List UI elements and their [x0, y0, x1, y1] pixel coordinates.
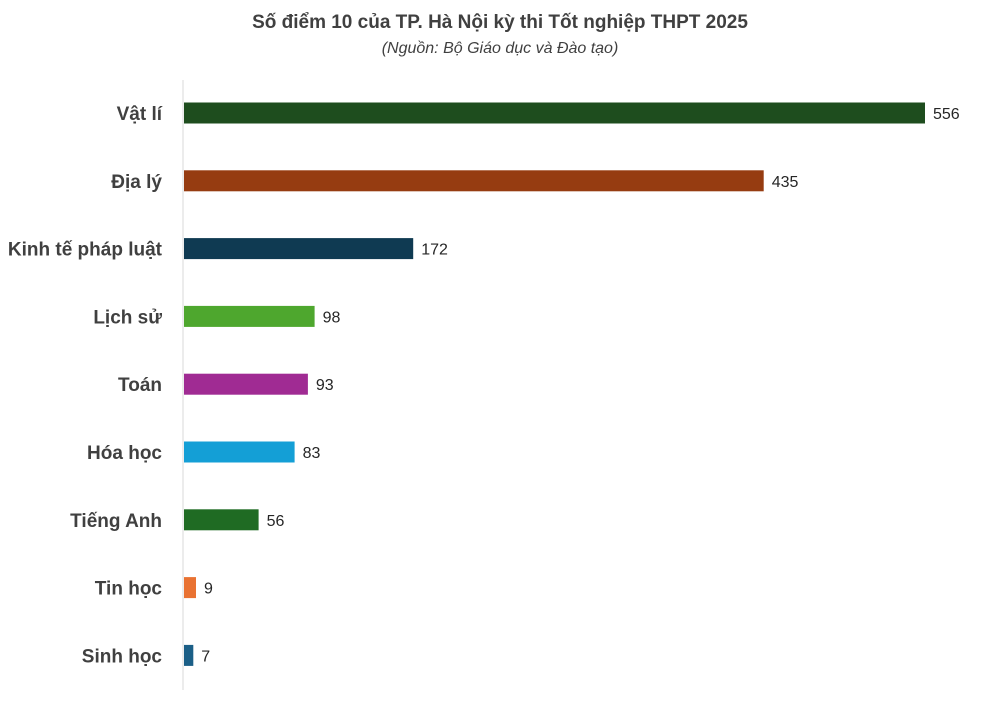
value-label-5: 83	[303, 445, 321, 462]
bars-group	[184, 102, 925, 666]
value-label-8: 7	[201, 648, 210, 665]
value-label-4: 93	[316, 377, 334, 394]
value-labels-group: 556 435 172 98 93 83 56 9 7	[201, 106, 959, 665]
category-label-4: Toán	[118, 375, 162, 396]
bar-5	[184, 441, 295, 463]
bar-1	[184, 170, 764, 192]
category-label-7: Tin học	[95, 579, 163, 600]
category-label-3: Lịch sử	[93, 307, 162, 328]
bar-0	[184, 102, 925, 124]
bar-6	[184, 509, 259, 531]
bar-4	[184, 373, 308, 395]
category-label-5: Hóa học	[87, 443, 162, 464]
value-label-1: 435	[772, 174, 799, 191]
bar-2	[184, 238, 414, 260]
value-label-2: 172	[421, 242, 448, 259]
bar-8	[184, 644, 194, 666]
bar-3	[184, 305, 315, 327]
category-label-2: Kinh tế pháp luật	[8, 240, 163, 261]
category-labels-group: Vật lí Địa lý Kinh tế pháp luật Lịch sử Toán…	[8, 104, 163, 667]
chart-subtitle: (Nguồn: Bộ Giáo dục và Đào tạo)	[381, 40, 619, 57]
value-label-7: 9	[204, 581, 213, 598]
category-label-8: Sinh học	[82, 646, 163, 667]
category-label-6: Tiếng Anh	[70, 511, 162, 532]
category-label-1: Địa lý	[111, 172, 162, 193]
bar-7	[184, 577, 196, 599]
value-label-0: 556	[933, 106, 960, 123]
value-label-6: 56	[267, 513, 285, 530]
chart-title: Số điểm 10 của TP. Hà Nội kỳ thi Tốt ngh…	[252, 12, 748, 33]
value-label-3: 98	[323, 309, 341, 326]
category-label-0: Vật lí	[117, 104, 163, 125]
